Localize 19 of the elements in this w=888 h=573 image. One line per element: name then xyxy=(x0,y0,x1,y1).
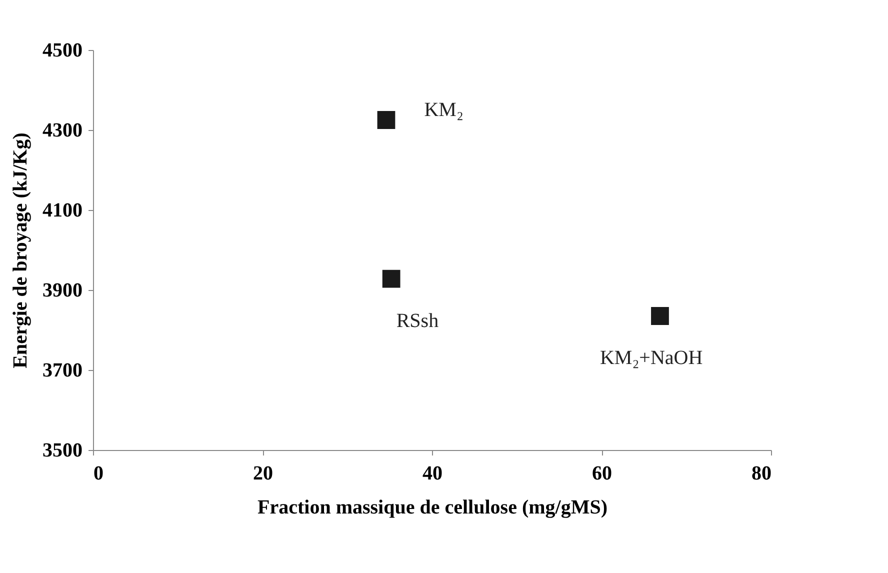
y-tick-label: 4300 xyxy=(42,120,82,142)
y-tick-label: 3700 xyxy=(42,360,82,382)
annotation: KM₂ xyxy=(424,99,464,121)
y-tick-label: 3900 xyxy=(42,280,82,302)
point xyxy=(377,111,396,129)
point xyxy=(382,270,400,288)
y-tick-label: 4100 xyxy=(42,200,82,222)
x-tick-label: 40 xyxy=(422,462,442,484)
point xyxy=(651,307,669,325)
x-axis-title: Fraction massique de cellulose (mg/gMS) xyxy=(258,496,608,518)
annotation: RSsh xyxy=(396,310,439,332)
y-tick-label: 3500 xyxy=(42,440,82,462)
x-tick-label: 80 xyxy=(752,462,772,484)
x-tick-label: 60 xyxy=(592,462,612,484)
y-tick-label: 4500 xyxy=(42,40,82,62)
x-tick-label: 20 xyxy=(253,462,273,484)
annotation: KM₂+NaOH xyxy=(600,347,703,369)
x-tick-label: 0 xyxy=(94,462,104,484)
y-axis-title: Energie de broyage (kJ/Kg) xyxy=(10,132,32,368)
